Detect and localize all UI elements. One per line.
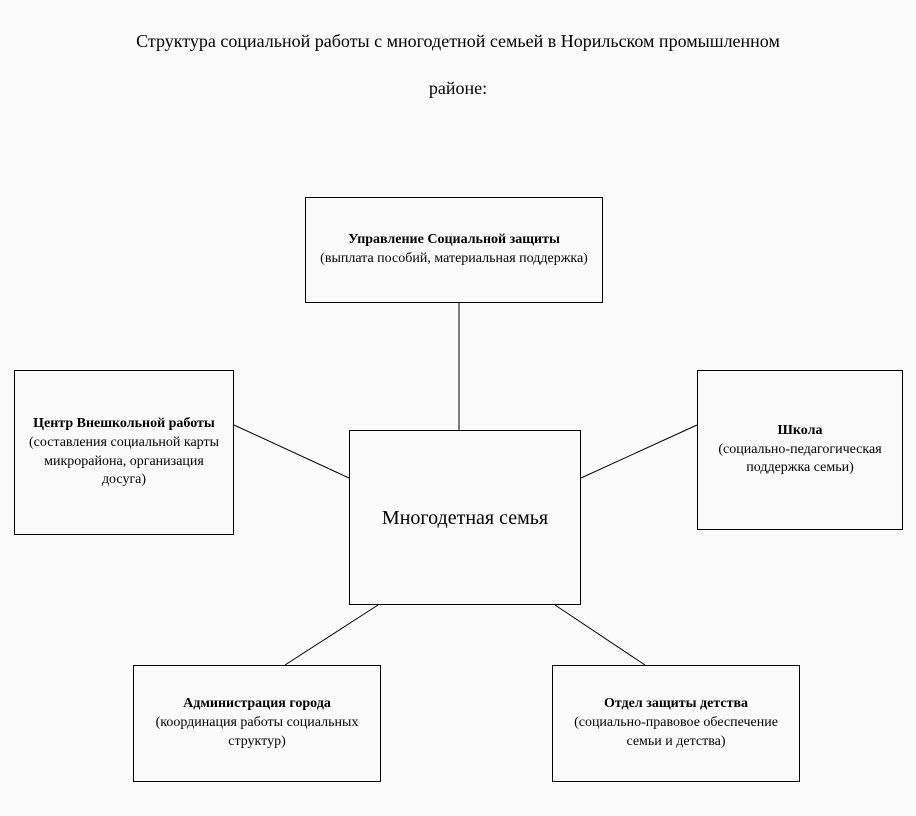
node-bottom-left-title: Администрация города bbox=[183, 695, 331, 714]
node-center-title: Многодетная семья bbox=[382, 503, 548, 533]
node-bottom-left: Администрация города (координация работы… bbox=[133, 665, 381, 782]
node-top: Управление Социальной защиты (выплата по… bbox=[305, 197, 603, 303]
node-right: Школа (социально-педагогическая поддержк… bbox=[697, 370, 903, 530]
title-line-1: Структура социальной работы с многодетно… bbox=[136, 31, 780, 51]
title-line-2: районе: bbox=[429, 78, 487, 98]
node-top-title: Управление Социальной защиты bbox=[348, 231, 560, 250]
node-top-sub: (выплата пособий, материальная поддержка… bbox=[320, 250, 588, 269]
node-bottom-right-sub: (социально-правовое обеспечение семьи и … bbox=[559, 714, 793, 752]
node-left-sub: (составления социальной карты микрорайон… bbox=[21, 434, 227, 491]
node-left-title: Центр Внешкольной работы bbox=[33, 415, 215, 434]
node-bottom-right: Отдел защиты детства (социально-правовое… bbox=[552, 665, 800, 782]
diagram-title: Структура социальной работы с многодетно… bbox=[0, 0, 916, 112]
node-right-sub: (социально-педагогическая поддержка семь… bbox=[704, 441, 896, 479]
node-center: Многодетная семья bbox=[349, 430, 581, 605]
node-left: Центр Внешкольной работы (составления со… bbox=[14, 370, 234, 535]
node-bottom-left-sub: (координация работы социальных структур) bbox=[140, 714, 374, 752]
node-bottom-right-title: Отдел защиты детства bbox=[604, 695, 748, 714]
node-right-title: Школа bbox=[778, 422, 823, 441]
